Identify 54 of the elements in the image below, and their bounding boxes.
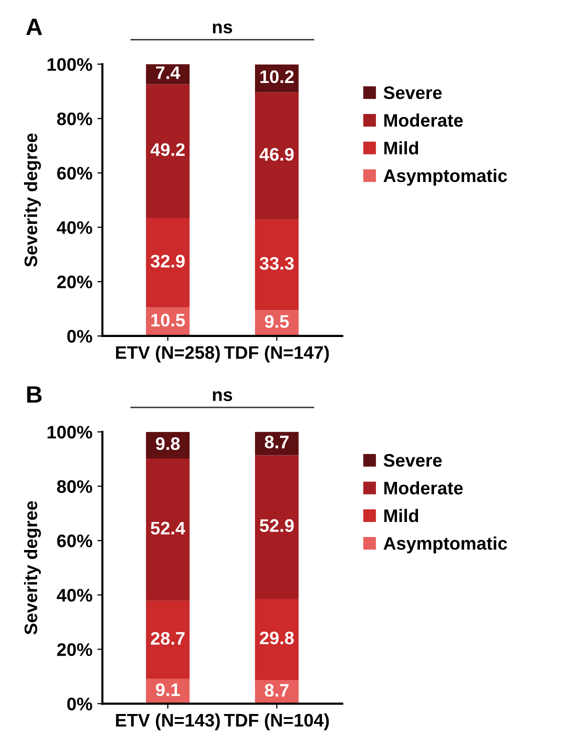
legend-label: Severe [384,86,442,100]
chart-title: B [27,386,42,403]
legend-label: Severe [384,454,442,467]
data-label: 28.7 [150,632,185,645]
bar [146,84,190,218]
data-label: 33.3 [260,256,294,270]
data-label: 10.2 [260,70,294,84]
y-tick-label: 0% [67,330,92,343]
data-label: 9.8 [156,437,180,450]
data-label: 7.4 [156,66,180,79]
data-label: 52.4 [150,522,186,535]
bar [146,218,190,308]
y-tick-label: 60% [57,166,92,180]
data-label: 52.9 [260,519,294,532]
data-label: 49.2 [150,143,185,156]
y-tick-label: 20% [57,643,92,656]
chart-title: A [26,18,42,35]
legend-label: Moderate [384,114,463,127]
y-tick-label: 40% [56,588,92,602]
y-tick-label: 60% [57,534,92,548]
y-tick-label: 80% [57,480,92,493]
x-tick-label: ETV (N=258) [116,346,220,363]
bar [255,92,299,220]
data-label: 8.7 [264,436,289,448]
y-tick-label: 80% [57,112,92,126]
x-tick-label: TDF (N=147) [224,346,329,363]
legend-label: Moderate [384,481,463,494]
data-label: 8.7 [264,684,289,697]
y-tick-label: 20% [57,276,92,288]
y-tick-label: 40% [56,221,92,234]
data-label: 10.5 [151,314,185,327]
y-tick-label: 0% [67,698,92,710]
x-tick-label: ETV (N=143) [116,713,220,730]
bar [146,458,190,601]
data-label: 46.9 [260,148,294,161]
data-label: 32.9 [150,254,185,268]
data-label: 9.5 [264,315,289,328]
legend-label: Asymptomatic [384,168,508,186]
text: ns [212,24,232,34]
bar [255,455,299,600]
data-label: 29.8 [260,632,294,644]
bar [255,599,299,680]
y-axis-title: Severity degree [24,501,41,634]
y-tick-label: 100% [48,58,92,71]
text: ns [212,391,232,402]
bar [146,600,190,679]
bar [255,220,299,310]
legend-label: Mild [384,141,418,154]
legend-label: Mild [384,508,418,522]
y-axis-title: Severity degree [24,133,41,267]
data-label: 9.1 [156,683,180,696]
legend-label: Asymptomatic [384,536,508,554]
y-tick-label: 100% [48,426,92,439]
x-tick-label: TDF (N=104) [224,713,329,730]
